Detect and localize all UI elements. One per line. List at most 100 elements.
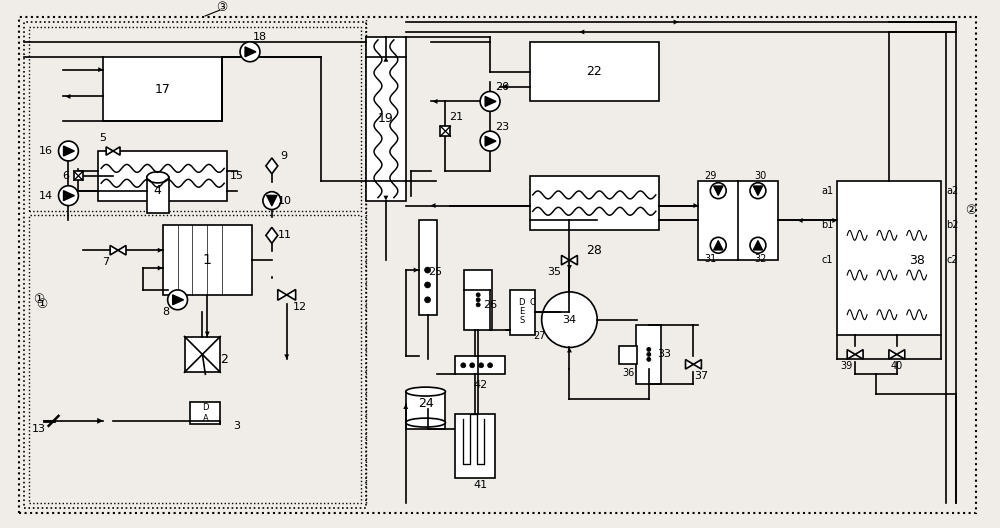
Circle shape <box>59 141 78 161</box>
Text: 17: 17 <box>155 83 171 96</box>
Circle shape <box>480 131 500 151</box>
Polygon shape <box>118 246 126 255</box>
Text: 29: 29 <box>704 171 717 181</box>
Polygon shape <box>855 350 863 359</box>
Polygon shape <box>65 94 70 99</box>
Circle shape <box>480 91 500 111</box>
Polygon shape <box>485 136 496 146</box>
Text: 19: 19 <box>378 112 394 125</box>
Ellipse shape <box>147 172 169 183</box>
Polygon shape <box>173 295 184 305</box>
Text: 30: 30 <box>755 171 767 181</box>
Bar <box>24 22 366 508</box>
Text: D: D <box>519 298 525 307</box>
Circle shape <box>647 357 651 361</box>
Text: ①: ① <box>36 298 47 312</box>
Circle shape <box>710 183 726 199</box>
Text: c1: c1 <box>822 255 833 265</box>
Bar <box>147 177 169 213</box>
Polygon shape <box>284 354 289 360</box>
Text: S: S <box>519 316 524 325</box>
Text: 42: 42 <box>473 380 487 390</box>
Text: c2: c2 <box>946 255 958 265</box>
Polygon shape <box>693 360 701 369</box>
Circle shape <box>425 267 431 273</box>
Polygon shape <box>113 147 120 155</box>
Bar <box>636 325 661 384</box>
Bar <box>510 290 535 335</box>
Circle shape <box>710 237 726 253</box>
Text: 10: 10 <box>278 195 292 205</box>
Text: 38: 38 <box>909 253 925 267</box>
Polygon shape <box>98 67 103 72</box>
Bar <box>74 172 83 180</box>
Bar <box>29 215 361 503</box>
Text: 26: 26 <box>483 300 497 310</box>
Circle shape <box>647 352 651 356</box>
Text: 21: 21 <box>449 112 463 122</box>
Polygon shape <box>713 186 723 195</box>
Polygon shape <box>693 203 698 208</box>
Polygon shape <box>266 158 278 174</box>
Text: 35: 35 <box>548 267 562 277</box>
Ellipse shape <box>406 387 445 396</box>
Text: 8: 8 <box>162 307 169 317</box>
Bar <box>98 151 227 201</box>
Circle shape <box>425 282 431 288</box>
Circle shape <box>479 363 484 368</box>
Polygon shape <box>753 240 763 250</box>
Polygon shape <box>383 57 388 62</box>
Bar <box>366 37 406 201</box>
Polygon shape <box>502 84 507 89</box>
Ellipse shape <box>406 418 445 427</box>
Polygon shape <box>158 266 163 270</box>
Circle shape <box>168 290 187 310</box>
Text: 14: 14 <box>39 191 53 201</box>
Polygon shape <box>674 20 679 24</box>
Polygon shape <box>579 30 584 34</box>
Text: 23: 23 <box>495 122 509 132</box>
Bar <box>530 42 659 101</box>
Text: a2: a2 <box>946 186 959 196</box>
Text: 28: 28 <box>586 244 602 257</box>
Polygon shape <box>266 195 277 206</box>
Polygon shape <box>158 248 163 253</box>
Polygon shape <box>403 404 408 409</box>
Polygon shape <box>63 191 74 201</box>
Bar <box>406 392 445 429</box>
Polygon shape <box>686 360 693 369</box>
Circle shape <box>59 186 78 205</box>
Polygon shape <box>245 47 256 57</box>
Text: ③: ③ <box>217 1 228 14</box>
Polygon shape <box>106 147 113 155</box>
Bar <box>185 336 220 372</box>
Polygon shape <box>383 196 388 201</box>
Polygon shape <box>832 218 837 223</box>
Text: 1: 1 <box>203 253 212 267</box>
Bar <box>698 181 778 260</box>
Text: 9: 9 <box>280 151 287 161</box>
Text: D
A: D A <box>202 403 209 422</box>
Text: 31: 31 <box>704 254 716 264</box>
Circle shape <box>750 237 766 253</box>
Polygon shape <box>110 246 118 255</box>
Bar <box>455 356 505 374</box>
Polygon shape <box>713 240 723 250</box>
Text: E: E <box>519 307 524 316</box>
Text: 39: 39 <box>840 361 852 371</box>
Circle shape <box>476 298 480 302</box>
Bar <box>29 27 361 211</box>
Text: 36: 36 <box>622 368 634 378</box>
Text: a1: a1 <box>821 186 833 196</box>
Text: ②: ② <box>966 204 977 217</box>
Circle shape <box>750 183 766 199</box>
Circle shape <box>425 297 431 303</box>
Text: 15: 15 <box>230 171 244 181</box>
Text: 6: 6 <box>62 171 69 181</box>
Polygon shape <box>431 203 436 208</box>
Circle shape <box>461 363 466 368</box>
Polygon shape <box>414 268 419 272</box>
Bar <box>440 126 450 136</box>
Polygon shape <box>205 332 210 336</box>
Text: 13: 13 <box>32 424 46 434</box>
